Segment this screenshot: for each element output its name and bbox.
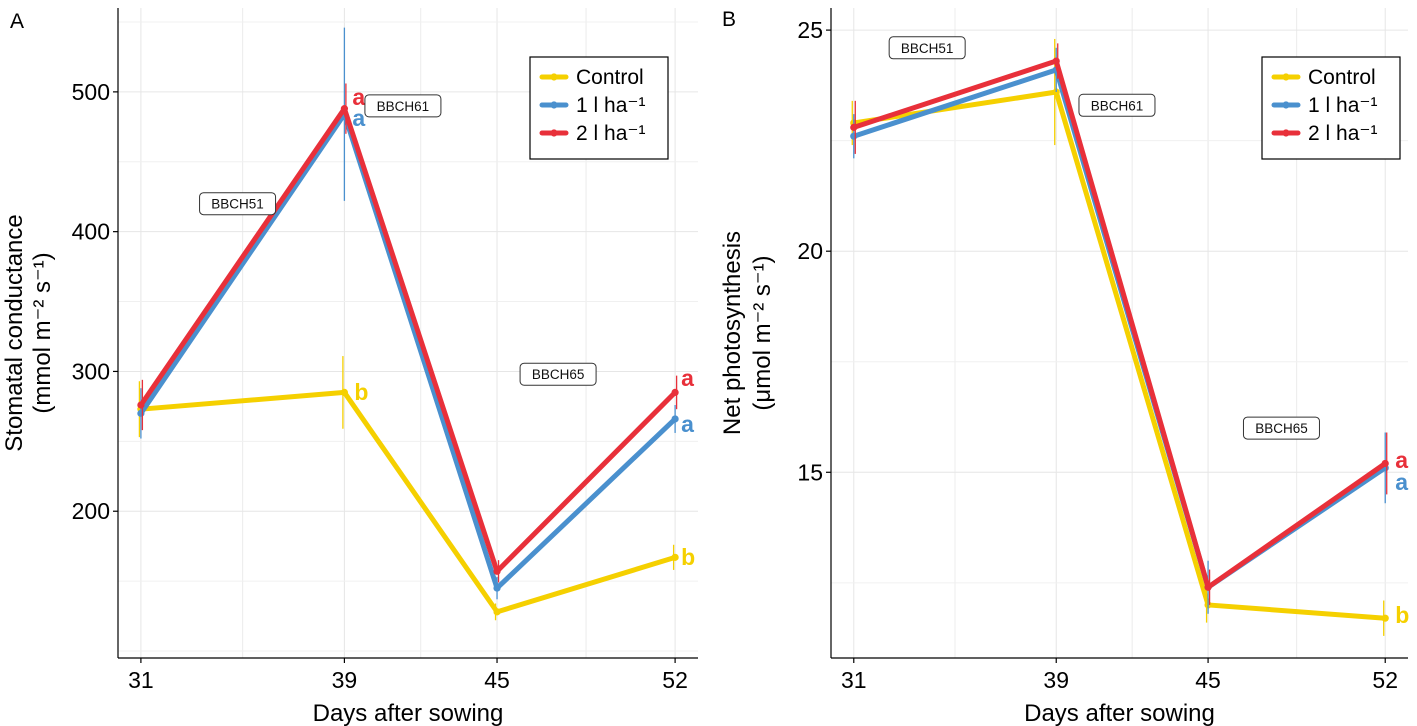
significance-letter: b — [681, 544, 695, 570]
stage-label-box — [364, 94, 442, 118]
data-point — [493, 608, 501, 616]
stage-label: BBCH51 — [211, 197, 264, 212]
series-line — [851, 89, 1388, 621]
significance-letter: a — [681, 365, 694, 391]
data-point — [493, 567, 501, 575]
significance-letter: a — [352, 105, 365, 131]
y-tick-label: 20 — [797, 238, 823, 264]
stage-label: BBCH51 — [901, 41, 954, 56]
legend-swatch-point — [1282, 73, 1290, 81]
x-tick-label: 31 — [128, 667, 154, 693]
stage-label-box — [519, 362, 597, 386]
legend-swatch-point — [1282, 101, 1290, 109]
x-axis-title: Days after sowing — [1024, 700, 1215, 726]
data-point — [137, 401, 145, 409]
series-line — [138, 389, 678, 615]
y-tick-label: 300 — [72, 358, 110, 384]
stage-label-box — [888, 36, 966, 60]
stage-label-box — [1078, 93, 1156, 117]
legend-entry: 1 l ha⁻¹ — [1308, 94, 1377, 117]
x-tick-label: 52 — [662, 667, 688, 693]
x-tick-label: 52 — [1372, 667, 1398, 693]
legend-entry: 2 l ha⁻¹ — [1308, 122, 1377, 145]
legend-swatch-point — [1282, 129, 1290, 137]
series-2 — [850, 43, 1389, 605]
significance-letter: a — [352, 84, 365, 110]
stage-label-box — [1242, 416, 1320, 440]
legend-entry: 2 l ha⁻¹ — [576, 122, 645, 145]
legend: Control 1 l ha⁻¹ 2 l ha⁻¹ — [529, 56, 669, 160]
stage-label: BBCH61 — [1091, 98, 1144, 113]
x-tick-label: 45 — [1195, 667, 1221, 693]
y-tick-label: 200 — [72, 498, 110, 524]
series-line — [851, 58, 1388, 590]
y-tick-label: 25 — [797, 17, 823, 43]
y-axis-units: (μmol m⁻² s⁻¹) — [749, 255, 776, 410]
series-line — [138, 106, 678, 574]
data-point — [493, 584, 501, 592]
significance-letter: a — [681, 411, 694, 437]
data-point — [671, 415, 679, 423]
data-point — [1381, 614, 1389, 622]
legend-swatch-point — [550, 73, 558, 81]
legend-entry: Control — [1308, 66, 1376, 89]
legend-swatch-point — [550, 129, 558, 137]
significance-letter: b — [1395, 602, 1409, 628]
data-point — [340, 388, 349, 397]
y-tick-label: 500 — [72, 79, 110, 105]
data-point — [671, 553, 679, 561]
stage-label: BBCH65 — [532, 367, 585, 382]
data-point — [1381, 459, 1389, 468]
stage-label: BBCH61 — [377, 99, 430, 114]
data-point — [340, 105, 349, 113]
legend-entry: 1 l ha⁻¹ — [576, 94, 645, 117]
significance-letter: a — [1395, 447, 1408, 473]
x-tick-label: 39 — [332, 667, 358, 693]
significance-letter: b — [354, 379, 368, 405]
legend: Control 1 l ha⁻¹ 2 l ha⁻¹ — [1261, 56, 1401, 160]
y-axis-title: Stomatal conductance — [1, 214, 28, 451]
panel-label: B — [722, 8, 736, 31]
stage-label: BBCH65 — [1255, 421, 1308, 436]
data-point — [137, 409, 145, 417]
series-2 — [137, 83, 679, 583]
stage-label-box — [199, 192, 277, 216]
chart-panel-a: 200 300 400 500 31 39 45 52 Days after sowing Sto… — [1, 8, 698, 726]
data-point — [671, 388, 679, 397]
x-axis-title: Days after sowing — [313, 700, 504, 726]
legend-entry: Control — [576, 66, 644, 89]
series-line — [138, 111, 678, 591]
panel-label: A — [10, 10, 24, 33]
data-point — [1052, 57, 1060, 65]
data-point — [1204, 583, 1212, 591]
x-tick-label: 31 — [841, 667, 867, 693]
data-point — [850, 123, 858, 131]
x-tick-label: 39 — [1043, 667, 1069, 693]
y-tick-label: 400 — [72, 219, 110, 245]
chart-panel-b: 15 20 25 31 39 45 52 Days after sowing Net photo… — [719, 8, 1409, 726]
significance-letter: a — [1395, 469, 1408, 495]
x-tick-label: 45 — [484, 667, 510, 693]
y-axis-title: Net photosynthesis — [719, 231, 746, 435]
legend-swatch-point — [550, 101, 558, 109]
y-axis-units: (mmol m⁻² s⁻¹) — [29, 252, 56, 413]
data-point — [850, 132, 858, 140]
y-tick-label: 15 — [797, 459, 823, 485]
